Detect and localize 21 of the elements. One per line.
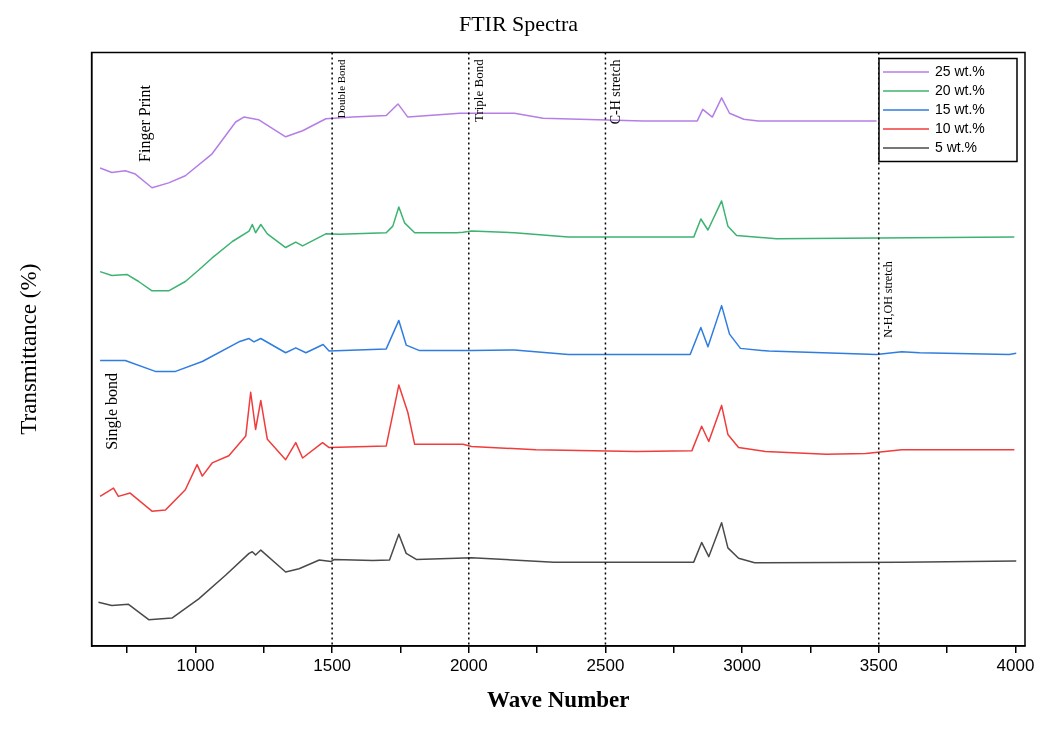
x-tick-label: 3000: [723, 655, 762, 675]
annotation: Finger Print: [135, 84, 154, 162]
y-axis-title: Transmittance (%): [15, 263, 41, 435]
legend-label: 5 wt.%: [935, 138, 978, 155]
annotation: Single bond: [103, 372, 122, 450]
legend-label: 15 wt.%: [935, 100, 985, 117]
ref-line-label: Double Bond: [334, 58, 347, 119]
x-tick-label: 2500: [586, 655, 625, 675]
legend-label: 25 wt.%: [935, 62, 985, 79]
legend-label: 10 wt.%: [935, 119, 985, 136]
x-tick-label: 1000: [176, 655, 215, 675]
x-tick-label: 1500: [313, 655, 352, 675]
ref-line-label: C-H stretch: [608, 59, 624, 125]
chart-title: FTIR Spectra: [458, 10, 579, 36]
legend-label: 20 wt.%: [935, 81, 985, 98]
x-tick-label: 3500: [859, 655, 898, 675]
x-tick-label: 4000: [996, 655, 1035, 675]
x-axis-title: Wave Number: [487, 687, 630, 713]
ref-line-label: Triple Bond: [470, 58, 486, 123]
x-tick-label: 2000: [449, 655, 488, 675]
ref-line-label: N-H,OH stretch: [880, 261, 895, 338]
